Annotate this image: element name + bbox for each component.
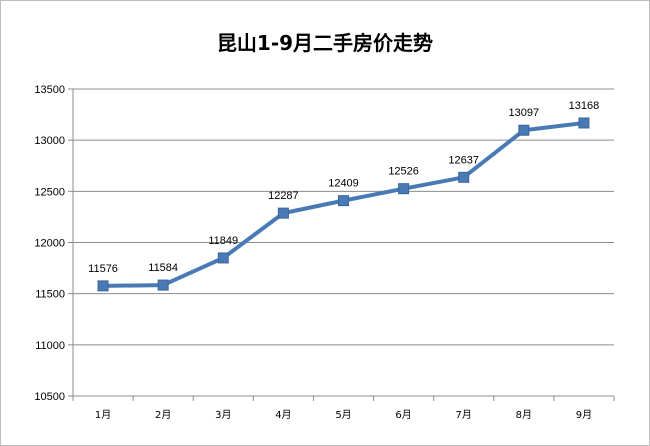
y-tick-label: 13000 [34, 135, 65, 147]
data-label: 11576 [88, 263, 118, 275]
data-label: 13097 [509, 107, 540, 119]
data-point [338, 195, 349, 207]
data-label: 13168 [569, 100, 600, 112]
y-tick-label: 12500 [34, 186, 65, 198]
data-point [157, 279, 169, 291]
y-tick-label: 11500 [35, 289, 65, 301]
data-point [518, 124, 530, 136]
x-tick-label: 6月 [395, 409, 411, 421]
chart-title: 昆山1-9月二手房价走势 [216, 31, 434, 55]
x-tick-label: 4月 [275, 409, 291, 421]
data-point [578, 117, 590, 129]
y-tick-label: 13500 [34, 84, 65, 96]
data-label: 12287 [268, 190, 299, 202]
data-point [398, 183, 410, 195]
x-tick-label: 2月 [155, 409, 171, 421]
data-point [97, 280, 109, 292]
x-tick-label: 1月 [95, 409, 111, 421]
data-point [458, 171, 470, 183]
data-point [277, 207, 289, 219]
data-label: 11849 [208, 235, 238, 247]
data-point [217, 252, 229, 264]
x-tick-label: 3月 [215, 409, 231, 421]
y-tick-label: 12000 [34, 238, 65, 250]
x-tick-label: 9月 [576, 409, 592, 421]
y-tick-label: 10500 [34, 391, 65, 403]
y-tick-label: 11000 [35, 340, 65, 352]
data-label: 12409 [328, 178, 359, 190]
data-label: 12526 [388, 166, 419, 178]
x-tick-label: 5月 [335, 409, 351, 421]
data-label: 11584 [148, 262, 178, 274]
data-label: 12637 [448, 154, 479, 166]
x-tick-label: 8月 [516, 409, 532, 421]
x-tick-label: 7月 [456, 409, 472, 421]
